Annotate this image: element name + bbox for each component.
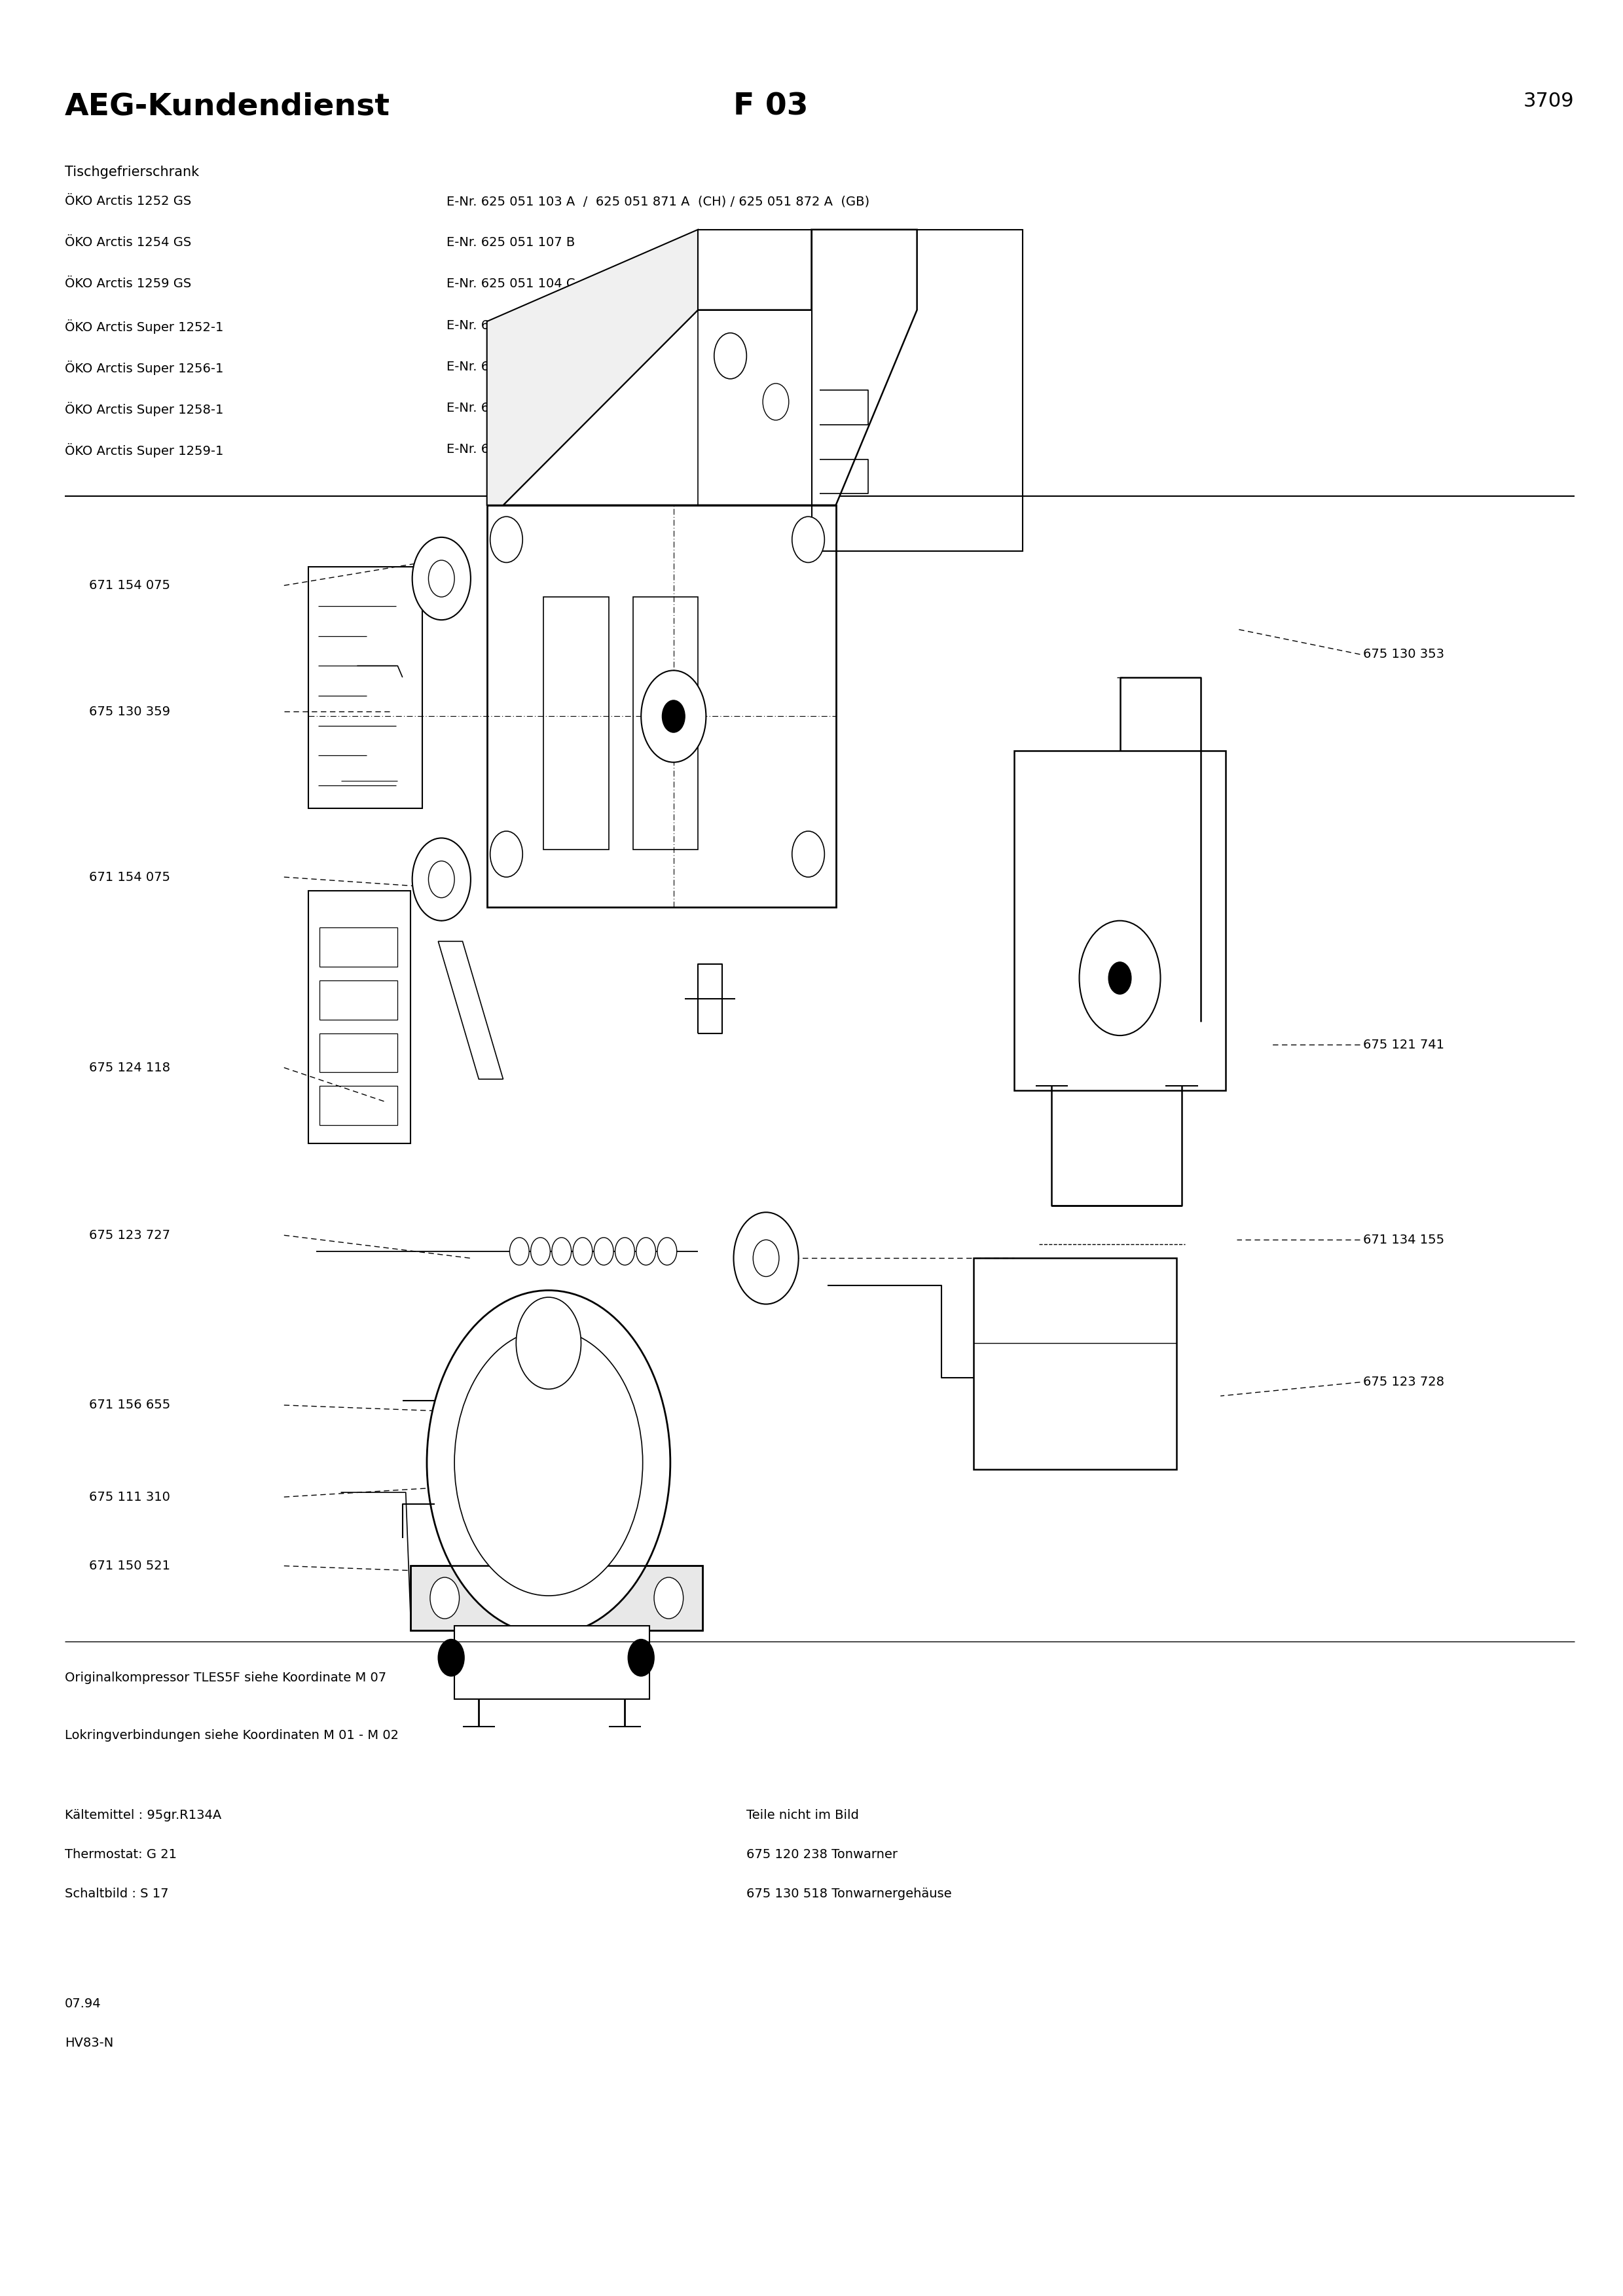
Bar — [544, 597, 609, 850]
Text: 671 154 075: 671 154 075 — [89, 870, 170, 884]
Bar — [454, 1626, 649, 1699]
Bar — [308, 567, 422, 808]
Bar — [320, 980, 398, 1019]
Text: 671 134 155: 671 134 155 — [1363, 1233, 1444, 1247]
Text: E-Nr. 625 051 110 B: E-Nr. 625 051 110 B — [446, 360, 575, 372]
Bar — [411, 1566, 703, 1630]
Bar — [633, 597, 698, 850]
Text: Kältemittel : 95gr.R134A: Kältemittel : 95gr.R134A — [65, 1809, 222, 1821]
Bar — [320, 1033, 398, 1072]
Circle shape — [792, 517, 824, 563]
Text: Teile nicht im Bild: Teile nicht im Bild — [747, 1809, 859, 1821]
Text: Tischgefrierschrank: Tischgefrierschrank — [65, 165, 200, 179]
Text: E-Nr. 625 051 112 B: E-Nr. 625 051 112 B — [446, 443, 575, 455]
Text: ÖKO Arctis Super 1256-1: ÖKO Arctis Super 1256-1 — [65, 360, 224, 374]
Circle shape — [662, 700, 685, 732]
Text: ÖKO Arctis Super 1258-1: ÖKO Arctis Super 1258-1 — [65, 402, 224, 416]
Text: F 03: F 03 — [734, 92, 808, 122]
Circle shape — [430, 1577, 459, 1619]
Bar — [320, 928, 398, 967]
Text: ÖKO Arctis 1252 GS: ÖKO Arctis 1252 GS — [65, 195, 192, 207]
Circle shape — [438, 1639, 464, 1676]
Text: E-Nr. 625 051 103 A  /  625 051 871 A  (CH) / 625 051 872 A  (GB): E-Nr. 625 051 103 A / 625 051 871 A (CH)… — [446, 195, 870, 207]
Bar — [487, 505, 836, 907]
Text: 675 124 118: 675 124 118 — [89, 1061, 170, 1075]
Text: Schaltbild : S 17: Schaltbild : S 17 — [65, 1887, 169, 1899]
Circle shape — [753, 1240, 779, 1277]
Text: Thermostat: G 21: Thermostat: G 21 — [65, 1848, 177, 1860]
Text: HV83-N: HV83-N — [65, 2037, 114, 2048]
Bar — [411, 1566, 703, 1630]
Polygon shape — [503, 230, 917, 505]
Text: 675 130 518 Tonwarnergehäuse: 675 130 518 Tonwarnergehäuse — [747, 1887, 953, 1899]
Text: ÖKO Arctis 1259 GS: ÖKO Arctis 1259 GS — [65, 278, 192, 289]
Polygon shape — [487, 230, 698, 505]
Circle shape — [454, 1329, 643, 1596]
Polygon shape — [438, 941, 503, 1079]
Circle shape — [573, 1238, 592, 1265]
Circle shape — [763, 383, 789, 420]
Circle shape — [552, 1238, 571, 1265]
Circle shape — [516, 1297, 581, 1389]
Circle shape — [412, 838, 471, 921]
Text: ÖKO Arctis Super 1259-1: ÖKO Arctis Super 1259-1 — [65, 443, 224, 457]
Text: 671 156 655: 671 156 655 — [89, 1398, 170, 1412]
Text: 3709: 3709 — [1524, 92, 1574, 110]
Circle shape — [412, 537, 471, 620]
Circle shape — [657, 1238, 677, 1265]
Text: Originalkompressor TLES5F siehe Koordinate M 07: Originalkompressor TLES5F siehe Koordina… — [65, 1671, 386, 1683]
Circle shape — [641, 670, 706, 762]
Circle shape — [615, 1238, 635, 1265]
Text: ÖKO Arctis 1254 GS: ÖKO Arctis 1254 GS — [65, 236, 192, 248]
Circle shape — [654, 1577, 683, 1619]
Circle shape — [490, 831, 523, 877]
Text: 675 111 310: 675 111 310 — [89, 1490, 170, 1504]
Circle shape — [792, 831, 824, 877]
Text: E-Nr. 625 051 109 B / 625 051 877 B  (GB): E-Nr. 625 051 109 B / 625 051 877 B (GB) — [446, 319, 717, 331]
Text: 07.94: 07.94 — [65, 1998, 101, 2009]
Circle shape — [428, 560, 454, 597]
Bar — [1014, 751, 1225, 1091]
Circle shape — [734, 1212, 799, 1304]
Bar — [308, 891, 411, 1143]
Text: 675 123 727: 675 123 727 — [89, 1228, 170, 1242]
Bar — [320, 1086, 398, 1125]
Text: E-Nr. 625 051 104 C: E-Nr. 625 051 104 C — [446, 278, 575, 289]
Circle shape — [636, 1238, 656, 1265]
Text: AEG-Kundendienst: AEG-Kundendienst — [65, 92, 390, 122]
Text: 675 130 359: 675 130 359 — [89, 705, 170, 719]
Circle shape — [714, 333, 747, 379]
Text: ÖKO Arctis Super 1252-1: ÖKO Arctis Super 1252-1 — [65, 319, 224, 333]
Text: Lokringverbindungen siehe Koordinaten M 01 - M 02: Lokringverbindungen siehe Koordinaten M … — [65, 1729, 399, 1740]
Text: 675 121 741: 675 121 741 — [1363, 1038, 1444, 1052]
Circle shape — [594, 1238, 613, 1265]
Text: 671 150 521: 671 150 521 — [89, 1559, 170, 1573]
Circle shape — [1109, 962, 1131, 994]
Text: 671 154 075: 671 154 075 — [89, 579, 170, 592]
Text: E-Nr. 625 051 111 B: E-Nr. 625 051 111 B — [446, 402, 575, 413]
Circle shape — [428, 861, 454, 898]
Text: E-Nr. 625 051 107 B: E-Nr. 625 051 107 B — [446, 236, 575, 248]
Circle shape — [628, 1639, 654, 1676]
Text: 675 120 238 Tonwarner: 675 120 238 Tonwarner — [747, 1848, 898, 1860]
Text: 675 123 728: 675 123 728 — [1363, 1375, 1444, 1389]
Circle shape — [1079, 921, 1160, 1035]
Bar — [974, 1258, 1177, 1469]
Circle shape — [427, 1290, 670, 1635]
Circle shape — [531, 1238, 550, 1265]
Bar — [812, 230, 1022, 551]
Circle shape — [490, 517, 523, 563]
Text: 675 130 353: 675 130 353 — [1363, 647, 1444, 661]
Circle shape — [510, 1238, 529, 1265]
